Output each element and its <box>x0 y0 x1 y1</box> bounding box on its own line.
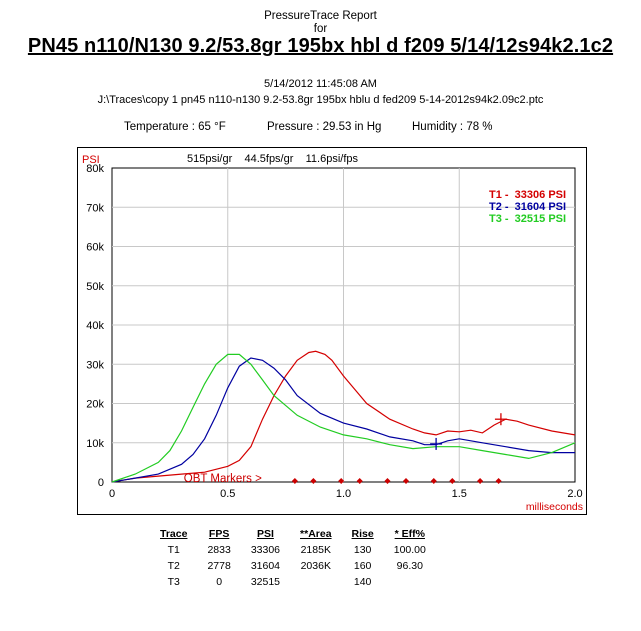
obt-marker <box>477 478 484 484</box>
obt-markers-label: OBT Markers > <box>184 473 262 485</box>
results-cell: 140 <box>353 576 372 588</box>
results-cell: 0 <box>216 576 223 588</box>
results-cell: 2185K <box>300 544 331 556</box>
results-cell: 2778 <box>207 560 231 572</box>
y-tick-label: 80k <box>86 163 104 175</box>
legend-entry-2: T2 - 31604 PSI <box>489 201 566 213</box>
results-col-header: **Area <box>300 528 332 540</box>
obt-marker <box>338 478 345 484</box>
series-line-t3 <box>111 353 576 483</box>
obt-marker <box>495 478 502 484</box>
y-tick-label: 70k <box>86 202 104 214</box>
results-header-row: Trace FPS PSI **Area Rise * Eff% <box>150 527 436 542</box>
results-cell: 31604 <box>250 560 281 572</box>
stats-line: 515psi/gr 44.5fps/gr 11.6psi/fps <box>187 153 359 165</box>
results-cell: 130 <box>353 544 372 556</box>
report-title: PressureTrace Report <box>264 10 377 22</box>
series-line-t1 <box>111 350 576 483</box>
results-row: T2 2778 31604 2036K 160 96.30 <box>150 558 436 574</box>
results-cell: 96.30 <box>396 560 423 572</box>
humidity-readout: Humidity : 78 % <box>412 121 493 133</box>
x-tick-label: 0.5 <box>220 488 235 500</box>
results-cell: T3 <box>167 576 180 588</box>
results-row: T1 2833 33306 2185K 130 100.00 <box>150 542 436 558</box>
obt-marker <box>384 478 391 484</box>
legend-entry-3: T3 - 32515 PSI <box>489 213 566 225</box>
y-tick-label: 10k <box>86 438 104 450</box>
results-col-header: Trace <box>160 528 188 540</box>
results-col-header: FPS <box>208 528 230 540</box>
legend-entry-1: T1 - 33306 PSI <box>489 189 566 201</box>
report-for-label: for <box>313 23 328 35</box>
results-cell: 2833 <box>207 544 231 556</box>
results-cell: 160 <box>353 560 372 572</box>
results-body: T1 2833 33306 2185K 130 100.00 T2 2778 31604 2036… <box>150 542 436 590</box>
load-title: PN45 n110/N130 9.2/53.8gr 195bx hbl d f2… <box>27 35 614 57</box>
results-cell: T1 <box>167 544 180 556</box>
x-tick-label: 2.0 <box>567 488 582 500</box>
obt-marker <box>403 478 410 484</box>
y-tick-label: 60k <box>86 242 104 254</box>
obt-marker <box>356 478 363 484</box>
results-col-header: Rise <box>351 528 374 540</box>
y-axis-label: PSI <box>82 154 100 166</box>
results-cell <box>290 574 342 590</box>
results-col-header: * Eff% <box>394 528 425 540</box>
obt-marker <box>449 478 456 484</box>
chart-frame: 0 10k 20k 30k 40k 50k 60k 70k 80k 0 0.5 1.0 1.5 2.0 PS… <box>77 147 587 515</box>
report-date: 5/14/2012 11:45:08 AM <box>264 78 377 90</box>
obt-marker <box>430 478 437 484</box>
x-axis-label: milliseconds <box>526 501 583 513</box>
results-cell: 33306 <box>250 544 281 556</box>
results-cell: T2 <box>167 560 180 572</box>
pressure-readout: Pressure : 29.53 in Hg <box>267 121 382 133</box>
obt-marker <box>310 478 317 484</box>
y-tick-label: 40k <box>86 320 104 332</box>
y-tick-label: 30k <box>86 359 104 371</box>
file-path: J:\Traces\copy 1 pn45 n110-n130 9.2-53.8… <box>97 94 544 106</box>
x-tick-label: 1.0 <box>336 488 351 500</box>
series-line-t2 <box>111 357 575 483</box>
results-cell: 32515 <box>250 576 281 588</box>
y-tick-label: 0 <box>98 477 104 489</box>
temperature-readout: Temperature : 65 °F <box>124 121 226 133</box>
results-cell <box>384 574 436 590</box>
pressure-chart: 0 10k 20k 30k 40k 50k 60k 70k 80k 0 0.5 1.0 1.5 2.0 PS… <box>82 153 583 513</box>
results-col-header: PSI <box>256 528 274 540</box>
x-tick-label: 1.5 <box>452 488 467 500</box>
results-cell: 100.00 <box>393 544 426 556</box>
results-cell: 2036K <box>300 560 331 572</box>
y-tick-label: 20k <box>86 399 104 411</box>
x-tick-label: 0 <box>109 488 115 500</box>
results-table: Trace FPS PSI **Area Rise * Eff% T1 2833 33306 2… <box>150 527 436 590</box>
obt-marker <box>291 478 298 484</box>
results-row: T3 0 32515 140 <box>150 574 436 590</box>
y-tick-label: 50k <box>86 281 104 293</box>
